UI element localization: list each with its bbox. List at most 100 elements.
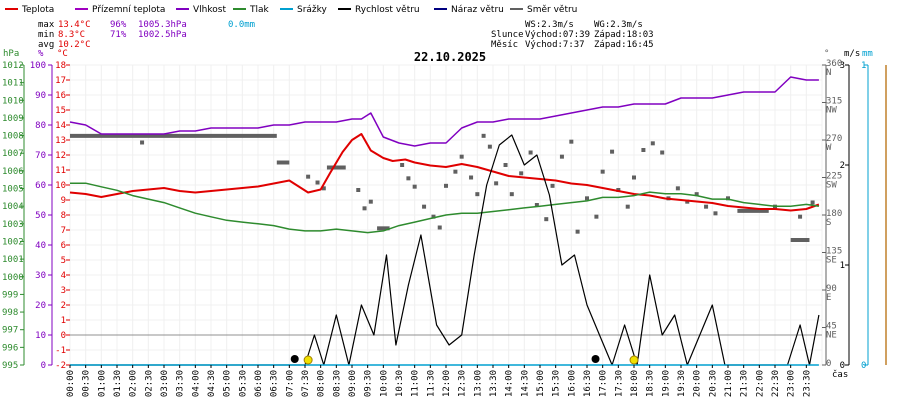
tick-label-temp: -1 xyxy=(55,346,66,356)
x-tick-label: 08:00 xyxy=(317,370,327,397)
tick-label-pct: 40 xyxy=(35,241,46,251)
tick-label-pct: 20 xyxy=(35,301,46,311)
x-tick-label: 19:30 xyxy=(677,370,687,397)
tick-label-dir-name: N xyxy=(826,68,831,78)
tick-label-temp: 15 xyxy=(55,106,66,116)
series-line-vlhkost xyxy=(69,76,819,147)
x-tick-label: 09:30 xyxy=(364,370,374,397)
tick-label-hpa: 1010 xyxy=(2,96,24,106)
axis-unit-pct: % xyxy=(38,49,44,59)
x-tick-label: 10:00 xyxy=(379,370,389,397)
stat-min-press: 1002.5hPa xyxy=(138,30,187,40)
x-tick-label: 13:30 xyxy=(489,370,499,397)
wind-direction-point xyxy=(641,148,646,152)
wind-direction-point xyxy=(475,192,480,197)
x-tick-label: 06:00 xyxy=(254,370,264,397)
x-tick-label: 06:30 xyxy=(270,370,280,397)
x-tick-label: 16:30 xyxy=(583,370,593,397)
wind-direction-point xyxy=(469,175,474,180)
tick-label-dir-name: NE xyxy=(826,331,837,341)
x-tick-label: 18:30 xyxy=(646,370,656,397)
x-tick-label: 11:00 xyxy=(411,370,421,397)
wind-direction-point xyxy=(569,139,574,144)
tick-label-pct: 0 xyxy=(41,361,46,371)
tick-label-temp: 11 xyxy=(55,166,66,176)
x-tick-label: 01:00 xyxy=(97,370,107,397)
wind-direction-point xyxy=(798,214,803,219)
x-tick-label: 19:00 xyxy=(661,370,671,397)
y-axes: 1012101110101009100810071006100510041003… xyxy=(2,59,887,371)
x-tick-label: 02:30 xyxy=(144,370,154,397)
wind-direction-point xyxy=(406,176,411,181)
stat-max-press: 1005.3hPa xyxy=(138,20,187,30)
wind-direction-point xyxy=(534,203,539,207)
wind-direction-point xyxy=(412,184,417,189)
tick-label-dir-name: W xyxy=(826,143,832,153)
tick-label-temp: 7 xyxy=(61,226,66,236)
wind-direction-point xyxy=(585,196,589,201)
x-axis-label: čas xyxy=(832,369,848,380)
x-tick-label: 22:30 xyxy=(771,370,781,397)
wind-direction-point xyxy=(660,150,665,155)
wind-direction-point xyxy=(453,169,458,174)
tick-label-dir-name: NW xyxy=(826,106,837,116)
tick-label-dir: 315 xyxy=(826,97,842,107)
wind-direction-point xyxy=(315,180,320,185)
tick-label-dir-name: E xyxy=(826,293,831,303)
wind-direction-point xyxy=(459,154,464,159)
x-tick-label: 12:00 xyxy=(442,370,452,397)
tick-label-ms: 3 xyxy=(840,61,845,71)
x-tick-label: 13:00 xyxy=(473,370,483,397)
tick-label-pct: 80 xyxy=(35,121,46,131)
tick-label-temp: 1 xyxy=(61,316,66,326)
stat-moon-set: Západ:16:45 xyxy=(594,40,654,50)
legend-label-5: Rychlost větru xyxy=(355,5,420,15)
tick-label-hpa: 1011 xyxy=(2,79,24,89)
tick-label-hpa: 998 xyxy=(2,308,18,318)
x-axis: 00:00 00:30 01:00 01:30 02:00 02:30 03:00 03:30… xyxy=(66,365,812,397)
stat-moon-rise: Východ:7:37 xyxy=(525,40,585,50)
tick-label-temp: 16 xyxy=(55,91,66,101)
axis-unit-hpa: hPa xyxy=(3,49,19,59)
tick-label-hpa: 1002 xyxy=(2,237,24,247)
wind-direction-point xyxy=(610,149,615,154)
tick-label-temp: 5 xyxy=(61,256,66,266)
wind-direction-point xyxy=(575,229,580,234)
stat-avg-label: avg xyxy=(38,40,54,50)
chart-title: 22.10.2025 xyxy=(414,50,486,64)
tick-label-temp: 12 xyxy=(55,151,66,161)
x-tick-label: 12:30 xyxy=(458,370,468,397)
legend-label-4: Srážky xyxy=(297,5,328,15)
series-line-teplota xyxy=(69,133,820,212)
x-tick-label: 11:30 xyxy=(426,370,436,397)
stat-sun-rise: Východ:07:39 xyxy=(525,30,590,40)
legend-label-7: Směr větru xyxy=(527,5,577,15)
wind-direction-point xyxy=(559,154,564,159)
wind-direction-point xyxy=(625,204,630,209)
x-tick-label: 20:30 xyxy=(708,370,718,397)
legend-label-1: Přízemní teplota xyxy=(92,5,165,15)
tick-label-temp: 10 xyxy=(55,181,66,191)
wind-direction-point xyxy=(481,133,486,138)
tick-label-mm: 1 xyxy=(861,61,866,71)
wind-direction-point xyxy=(437,225,442,230)
stat-moon-label: Měsíc xyxy=(491,40,518,50)
wind-direction-point xyxy=(726,196,730,201)
tick-label-pct: 10 xyxy=(35,331,46,341)
stat-wg: WG:2.3m/s xyxy=(594,20,643,30)
series-layer xyxy=(69,76,820,366)
wind-direction-point xyxy=(632,175,636,180)
tick-label-temp: 13 xyxy=(55,136,66,146)
x-tick-label: 21:30 xyxy=(740,370,750,397)
x-tick-label: 05:00 xyxy=(223,370,233,397)
tick-label-temp: 14 xyxy=(55,121,66,131)
wind-direction-point xyxy=(494,181,499,186)
wind-direction-point xyxy=(685,199,690,204)
tick-label-dir: 45 xyxy=(826,322,837,332)
tick-label-hpa: 1005 xyxy=(2,185,24,195)
wind-direction-point xyxy=(675,186,680,191)
stat-avg-temp: 10.2°C xyxy=(58,40,91,50)
x-tick-label: 15:30 xyxy=(552,370,562,397)
x-tick-label: 05:30 xyxy=(238,370,248,397)
stats-block: max 13.4°C 96% 1005.3hPa 0.0mm min 8.3°C… xyxy=(38,20,654,50)
